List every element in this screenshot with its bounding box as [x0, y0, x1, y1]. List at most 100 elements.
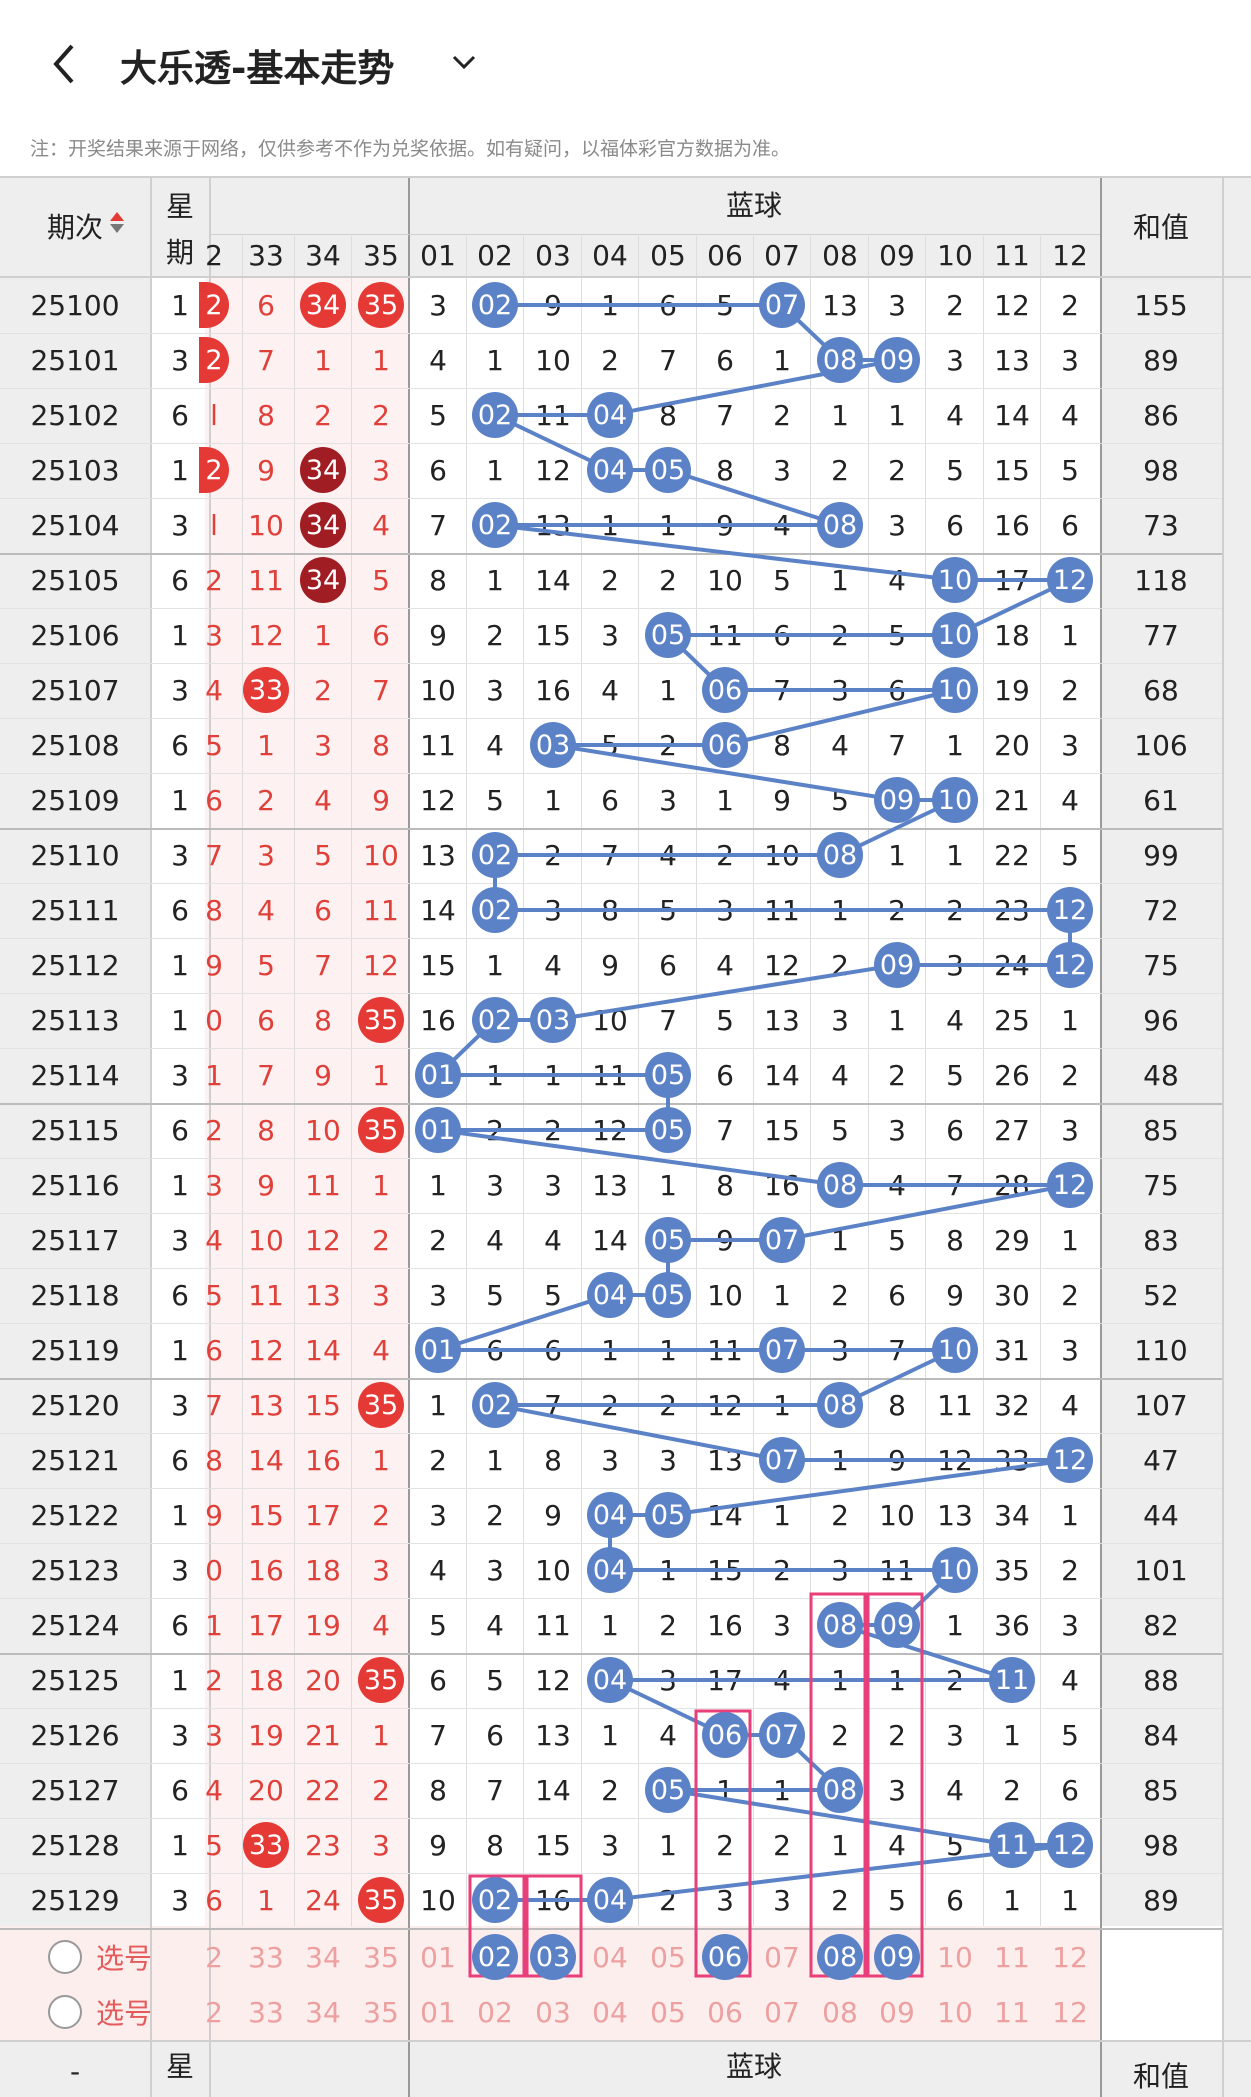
blue-cell: 5	[831, 783, 849, 817]
blue-col-header: 01	[420, 238, 456, 272]
disclaimer-note: 注：开奖结果来源于网络，仅供参考不作为兑奖依据。如有疑问，以福体彩官方数据为准。	[30, 138, 791, 160]
blue-cell: 16	[535, 673, 571, 707]
select-radio[interactable]	[48, 1940, 82, 1974]
chevron-down-icon[interactable]	[450, 50, 478, 74]
blue-cell: 6	[1061, 1773, 1079, 1807]
back-arrow-icon[interactable]	[44, 40, 84, 88]
blue-cell: 5	[773, 563, 791, 597]
blue-cell: 2	[831, 1278, 849, 1312]
front-cell: 0	[205, 1553, 223, 1587]
blue-cell: 11	[764, 893, 800, 927]
select-blue-number[interactable]: 06	[707, 1995, 743, 2029]
select-blue-number[interactable]: 01	[420, 1995, 456, 2029]
select-label[interactable]: 选号	[96, 1942, 153, 1975]
select-blue-number[interactable]: 03	[535, 1995, 571, 2029]
select-front-number[interactable]: 33	[248, 1940, 284, 1974]
blue-cell: 12	[937, 1443, 973, 1477]
selected-blue-number[interactable]: 09	[874, 1934, 920, 1980]
front-cell: 10	[248, 1223, 284, 1257]
front-cell: 20	[305, 1663, 341, 1697]
front-cell: 14	[248, 1443, 284, 1477]
front-cell: 23	[305, 1828, 341, 1862]
select-blue-number[interactable]: 12	[1052, 1940, 1088, 1974]
select-blue-number[interactable]: 05	[650, 1995, 686, 2029]
select-front-number[interactable]: 2	[205, 1940, 223, 1974]
front-cell: 4	[372, 1333, 390, 1367]
select-blue-number[interactable]: 09	[879, 1995, 915, 2029]
select-blue-number[interactable]: 04	[592, 1995, 628, 2029]
select-front-number[interactable]: 34	[305, 1940, 341, 1974]
select-blue-number[interactable]: 07	[764, 1995, 800, 2029]
blue-cell: 7	[659, 1003, 677, 1037]
select-blue-number[interactable]: 07	[764, 1940, 800, 1974]
blue-cell: 3	[601, 618, 619, 652]
front-cell: 1	[205, 1608, 223, 1642]
select-radio[interactable]	[48, 1995, 82, 2029]
select-blue-number[interactable]: 11	[994, 1940, 1030, 1974]
sort-arrow-icon[interactable]	[110, 224, 124, 233]
select-blue-number[interactable]: 10	[937, 1995, 973, 2029]
blue-cell: 1	[1061, 1003, 1079, 1037]
blue-ball: 05	[645, 1052, 691, 1098]
period-header[interactable]: 期次	[46, 211, 103, 244]
sum-cell: 155	[1134, 288, 1188, 322]
select-front-number[interactable]: 35	[363, 1995, 399, 2029]
period-cell: 25128	[30, 1828, 120, 1862]
front-cell: 10	[248, 508, 284, 542]
selected-blue-number[interactable]: 03	[530, 1934, 576, 1980]
period-cell: 25116	[30, 1168, 120, 1202]
blue-cell: 3	[429, 1498, 447, 1532]
blue-cell: 2	[716, 838, 734, 872]
select-front-number[interactable]: 33	[248, 1995, 284, 2029]
weekday-header-bottom-repeat: 星	[165, 2050, 194, 2083]
selected-blue-number[interactable]: 02	[472, 1934, 518, 1980]
select-front-number[interactable]: 34	[305, 1995, 341, 2029]
blue-cell: 3	[831, 1553, 849, 1587]
blue-cell: 6	[773, 618, 791, 652]
blue-cell: 4	[946, 1003, 964, 1037]
weekday-cell: 3	[171, 838, 189, 872]
blue-cell: 4	[486, 728, 504, 762]
blue-cell: 10	[707, 1278, 743, 1312]
select-blue-number[interactable]: 05	[650, 1940, 686, 1974]
blue-col-header: 03	[535, 238, 571, 272]
blue-cell: 3	[946, 948, 964, 982]
blue-cell: 3	[888, 288, 906, 322]
select-blue-number[interactable]: 08	[822, 1995, 858, 2029]
select-blue-number[interactable]: 11	[994, 1995, 1030, 2029]
select-blue-number[interactable]: 01	[420, 1940, 456, 1974]
select-blue-number[interactable]: 10	[937, 1940, 973, 1974]
blue-cell: 4	[773, 1663, 791, 1697]
front-cell: 5	[372, 563, 390, 597]
front-cell: l	[210, 398, 218, 432]
select-blue-number[interactable]: 12	[1052, 1995, 1088, 2029]
blue-cell: 4	[429, 1553, 447, 1587]
selected-blue-number[interactable]: 06	[702, 1934, 748, 1980]
select-blue-number[interactable]: 02	[477, 1995, 513, 2029]
select-blue-number[interactable]: 04	[592, 1940, 628, 1974]
select-front-number[interactable]: 2	[205, 1995, 223, 2029]
selected-blue-number[interactable]: 08	[817, 1934, 863, 1980]
sort-arrow-icon[interactable]	[110, 212, 124, 221]
blue-ball: 02	[472, 832, 518, 878]
blue-cell: 3	[601, 1828, 619, 1862]
blue-cell: 9	[716, 1223, 734, 1257]
top-bar: 大乐透-基本走势	[0, 0, 1251, 128]
select-front-number[interactable]: 35	[363, 1940, 399, 1974]
front-cell: 16	[248, 1553, 284, 1587]
blue-cell: 24	[994, 948, 1030, 982]
blue-cell: 13	[937, 1498, 973, 1532]
front-cell: 11	[305, 1168, 341, 1202]
period-cell: 25107	[30, 673, 120, 707]
cell-divider	[696, 236, 697, 1926]
blue-cell: 9	[544, 1498, 562, 1532]
blue-cell: 14	[535, 1773, 571, 1807]
blue-cell: 3	[486, 673, 504, 707]
blue-ball: 08	[817, 1602, 863, 1648]
blue-cell: 1	[831, 893, 849, 927]
blue-ball: 05	[645, 447, 691, 493]
select-label[interactable]: 选号	[96, 1997, 153, 2030]
blue-cell: 1	[831, 1223, 849, 1257]
blue-cell: 2	[601, 563, 619, 597]
blue-cell: 4	[773, 508, 791, 542]
